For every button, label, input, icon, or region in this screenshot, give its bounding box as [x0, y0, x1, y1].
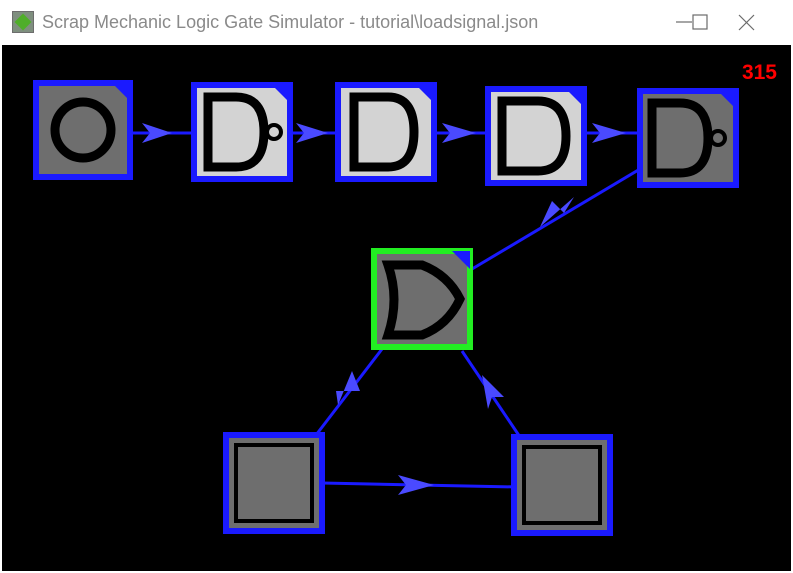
gate-timer-right[interactable]: [511, 434, 613, 536]
and-gate-icon: [349, 92, 419, 172]
and-gate-icon: [497, 96, 571, 176]
or-gate-icon: [381, 260, 465, 340]
tick-counter: 315: [741, 61, 777, 84]
toggle-switch-icon: [50, 97, 116, 163]
close-icon: [738, 14, 755, 31]
timer-icon: [234, 443, 314, 523]
minimize-button[interactable]: [656, 0, 716, 45]
gate-nor-1[interactable]: [191, 82, 293, 182]
timer-icon: [522, 445, 602, 525]
arrow-icon: [482, 375, 504, 409]
maximize-button[interactable]: [672, 0, 732, 45]
gate-nand-2[interactable]: [637, 88, 739, 188]
gate-input[interactable]: [33, 80, 133, 180]
nand-gate-icon: [647, 98, 713, 178]
title-bar[interactable]: Scrap Mechanic Logic Gate Simulator - tu…: [0, 0, 793, 45]
arrow-icon: [336, 371, 360, 405]
arrow-icon: [442, 123, 476, 143]
gate-and-2[interactable]: [485, 86, 587, 186]
maximize-icon: [692, 14, 708, 30]
close-button[interactable]: [718, 0, 778, 45]
inverter-bubble-icon: [265, 123, 283, 141]
gate-timer-left[interactable]: [223, 432, 325, 534]
wire-nand2-to-or: [471, 167, 641, 271]
arrow-icon: [540, 197, 574, 227]
circuit-diagram[interactable]: [2, 45, 791, 571]
gate-and-1[interactable]: [335, 82, 437, 182]
simulation-canvas[interactable]: 315: [2, 45, 791, 571]
wire-or-to-timer-left: [314, 348, 384, 436]
arrow-icon: [142, 123, 172, 143]
arrow-icon: [398, 475, 434, 495]
scrap-mechanic-icon: [12, 11, 34, 33]
arrow-icon: [592, 123, 626, 143]
nand-gate-icon: [203, 92, 269, 172]
gate-or[interactable]: [371, 248, 473, 350]
minimize-icon: [676, 21, 692, 23]
window-title: Scrap Mechanic Logic Gate Simulator - tu…: [42, 12, 539, 32]
arrow-icon: [296, 123, 328, 143]
wires: [130, 123, 641, 495]
inverter-bubble-icon: [709, 129, 727, 147]
